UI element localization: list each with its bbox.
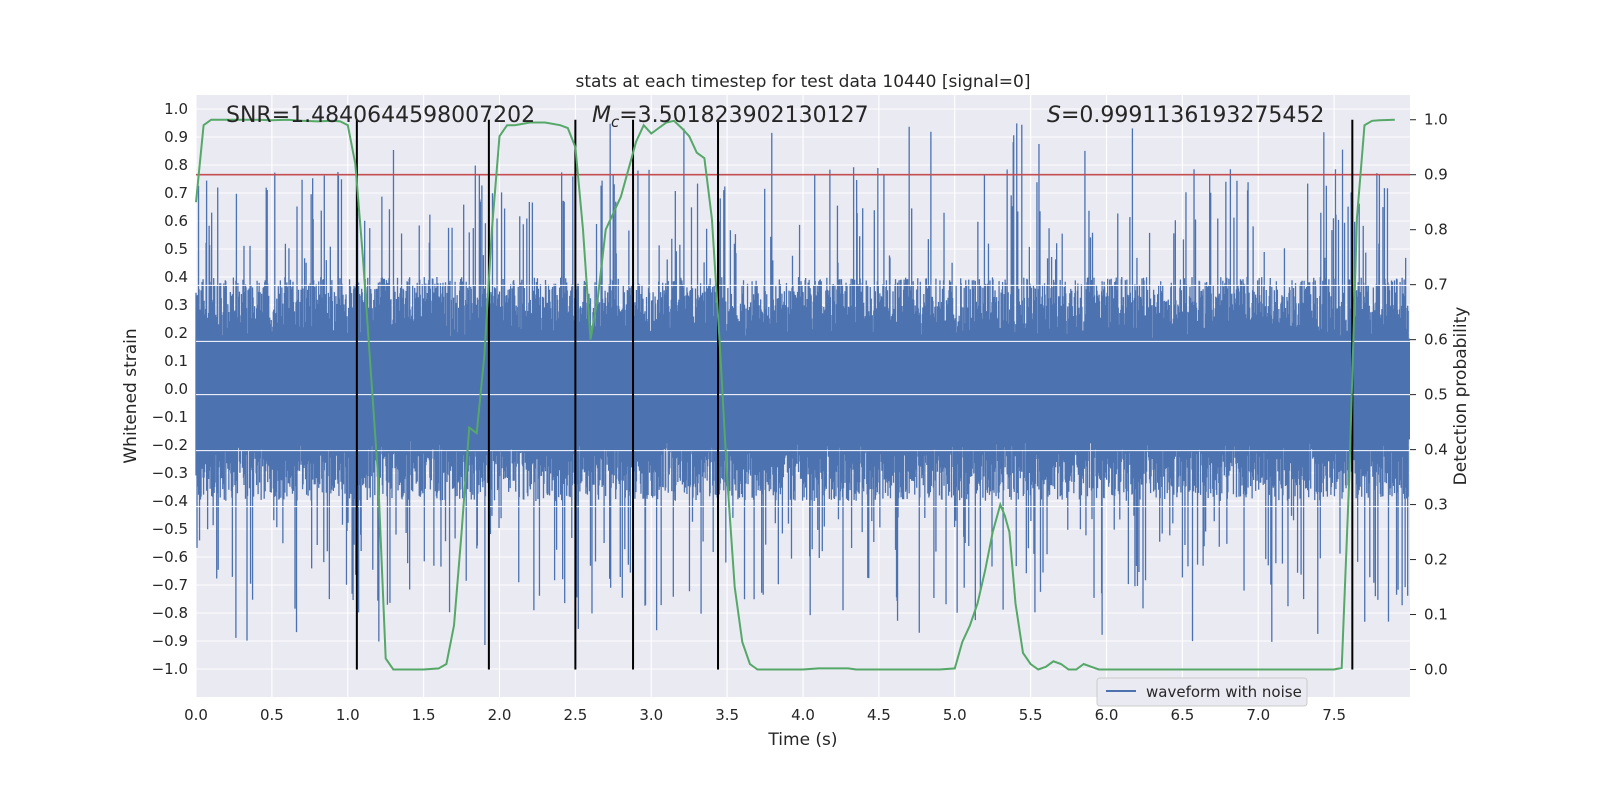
y-right-tick-label: 1.0 [1424,111,1448,129]
x-tick-label: 2.0 [488,706,512,724]
x-tick-label: 2.5 [563,706,587,724]
chirp-mass-subscript: c [611,113,620,131]
probability-series [195,118,1395,671]
x-tick-label: 0.5 [260,706,284,724]
y-tick-label: 0.5 [164,240,188,258]
score-annotation: S=0.9991136193275452 [1047,103,1324,128]
y-right-tick-label: 0.0 [1424,661,1448,679]
chirp-mass-annotation: Mc=3.501823902130127 [592,103,869,131]
y-tick-label: 0.1 [164,352,188,370]
y-tick-label: −0.9 [152,632,188,650]
chirp-mass-symbol: M [592,103,611,128]
x-axis-ticks: 0.0 0.5 1.0 1.5 2.0 2.5 3.0 3.5 4.0 4.5 5.0 5.5 6.0 6… [184,706,1346,724]
y-axis-ticks: 1.0 0.9 0.8 0.7 0.6 0.5 0.4 0.3 0.2 0.1 0.0 −0.1 −0.… [152,100,188,678]
y-tick-label: −0.2 [152,436,188,454]
y-right-tick-label: 0.7 [1424,276,1448,294]
x-tick-label: 7.5 [1322,706,1346,724]
x-tick-label: 6.5 [1170,706,1194,724]
legend-box [1096,677,1308,707]
legend: waveform with noise [1096,677,1308,707]
y-right-tick-label: 0.8 [1424,221,1448,239]
y-tick-label: 0.9 [164,128,188,146]
y-right-axis-ticks: 1.0 0.9 0.8 0.7 0.6 0.5 0.4 0.3 0.2 0.1 0.0 [1410,111,1448,679]
x-tick-label: 5.0 [943,706,967,724]
y-right-tick-label: 0.4 [1424,441,1448,459]
y-tick-label: 0.2 [164,324,188,342]
score-value: =0.9991136193275452 [1061,103,1324,128]
snr-annotation: SNR=1.4840644598007202 [226,103,535,128]
y-tick-label: 0.4 [164,268,188,286]
y-tick-label: −0.4 [152,492,188,510]
x-tick-label: 4.5 [867,706,891,724]
legend-label: waveform with noise [1146,683,1302,701]
waveform-noise [195,123,1410,645]
x-tick-label: 6.0 [1095,706,1119,724]
y-tick-label: 0.8 [164,156,188,174]
score-symbol: S [1047,103,1061,128]
y-tick-label: −0.7 [152,576,188,594]
y-right-tick-label: 0.1 [1424,606,1448,624]
chart-title: stats at each timestep for test data 104… [576,72,1031,92]
x-tick-label: 4.0 [791,706,815,724]
y-right-tick-label: 0.6 [1424,331,1448,349]
y-right-axis-label: Detection probability [1451,307,1471,486]
y-tick-label: 1.0 [164,100,188,118]
y-tick-label: −1.0 [152,660,188,678]
chirp-mass-value: =3.501823902130127 [619,103,868,128]
y-right-tick-label: 0.9 [1424,166,1448,184]
x-tick-label: 1.5 [412,706,436,724]
x-tick-label: 0.0 [184,706,208,724]
probability-line [195,118,1395,671]
y-tick-label: −0.3 [152,464,188,482]
y-axis-label: Whitened strain [121,328,141,463]
x-tick-label: 3.0 [639,706,663,724]
y-right-tick-label: 0.2 [1424,551,1448,569]
x-tick-label: 5.5 [1019,706,1043,724]
y-tick-label: 0.6 [164,212,188,230]
y-right-tick-label: 0.3 [1424,496,1448,514]
y-right-tick-label: 0.5 [1424,386,1448,404]
x-axis-label: Time (s) [767,730,837,750]
y-tick-label: 0.0 [164,380,188,398]
y-tick-label: −0.1 [152,408,188,426]
y-tick-label: −0.8 [152,604,188,622]
x-tick-label: 3.5 [715,706,739,724]
y-tick-label: −0.5 [152,520,188,538]
x-tick-label: 7.0 [1246,706,1270,724]
waveform-band [196,338,1410,440]
y-tick-label: 0.3 [164,296,188,314]
y-tick-label: −0.6 [152,548,188,566]
y-tick-label: 0.7 [164,184,188,202]
x-tick-label: 1.0 [336,706,360,724]
